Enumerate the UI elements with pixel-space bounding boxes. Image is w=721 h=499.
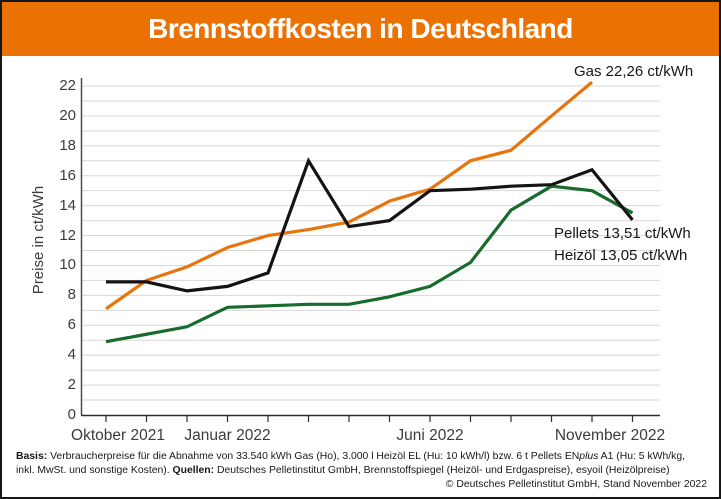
footnote-text: A1 (Hu: 5 kWh/kg, [598,451,685,462]
series-line-gas [105,80,594,311]
footnote-text: Deutsches Pelletinstitut GmbH, Brennstof… [214,465,670,477]
copyright-line: © Deutsches Pelletinstitut GmbH, Stand N… [445,479,707,491]
y-tick-label: 20 [59,106,76,124]
x-tick-label: Oktober 2021 [71,427,165,444]
series-line-pellets [105,184,634,344]
chart-title: Brennstoffkosten in Deutschland [148,13,573,44]
footnote: Basis: Verbraucherpreise für die Abnahme… [16,450,707,493]
y-tick-label: 0 [67,406,76,423]
y-tick-label: 16 [59,166,76,184]
x-tick-label: November 2022 [554,427,666,444]
footnote-text: inkl. MwSt. und sonstige Kosten). [16,465,173,477]
y-tick-label: 22 [59,77,76,94]
y-tick-label: 2 [67,376,76,394]
y-tick-label: 10 [59,256,76,274]
gas-end-label: Gas 22,26 ct/kWh [574,63,694,80]
footnote-keyword: Quellen: [172,465,215,477]
y-tick-label: 14 [59,196,76,214]
footnote-text: plus [579,451,599,462]
heizoel-end-label: Heizöl 13,05 ct/kWh [554,247,688,264]
footnote-line-basis: Basis: Verbraucherpreise für die Abnahme… [16,450,707,464]
series-line-heizoel [106,157,634,293]
pellets-end-label: Pellets 13,51 ct/kWh [554,225,691,242]
footnote-line-quellen: inkl. MwSt. und sonstige Kosten). Quelle… [16,464,707,478]
footnote-keyword: Basis: [16,451,48,462]
y-tick-label: 4 [67,346,76,364]
y-tick-label: 12 [59,226,76,244]
x-tick-label: Januar 2022 [184,427,271,444]
y-tick-label: 8 [67,286,76,304]
header-bar: Brennstoffkosten in Deutschland [2,2,719,56]
y-tick-label: 6 [67,316,76,334]
y-tick-label: 18 [59,136,76,154]
footnote-text: Verbraucherpreise für die Abnahme von 33… [47,451,580,462]
x-tick-label: Juni 2022 [396,427,464,444]
